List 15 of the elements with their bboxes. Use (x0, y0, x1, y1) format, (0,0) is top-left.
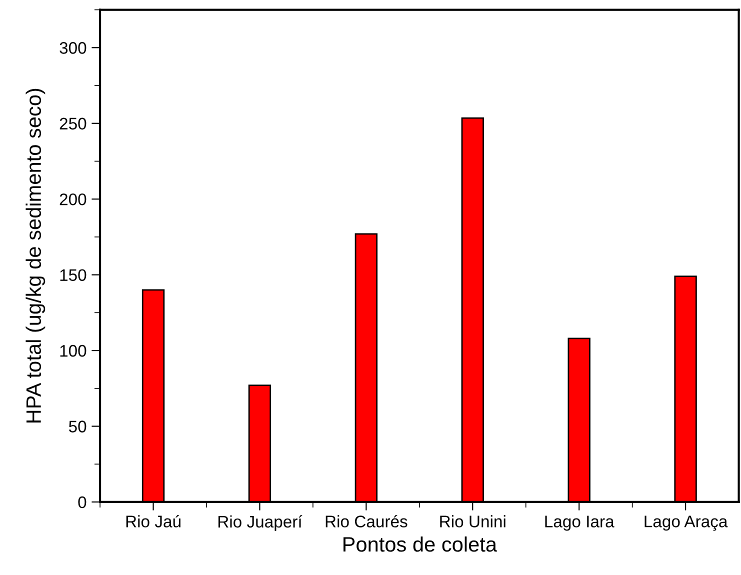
y-tick-label: 150 (60, 269, 86, 282)
y-tick-label: 0 (78, 496, 86, 508)
x-tick-label: Rio Unini (440, 515, 506, 528)
x-tick-label: Lago Iara (545, 516, 614, 531)
x-tick-label: Rio Caurés (326, 514, 408, 528)
y-tick-label: 300 (60, 42, 86, 54)
y-tick-label: 50 (68, 420, 86, 432)
x-tick-label: Rio Jaú (126, 514, 180, 528)
x-tick-label: Lago Araça (644, 516, 728, 531)
x-tick-label: Rio Juaperí (218, 515, 302, 531)
x-axis-title: Pontos de coleta (344, 536, 498, 552)
y-tick-label: 200 (60, 193, 86, 206)
y-axis-title: HPA total (ug/kg de sedimento seco) (26, 88, 46, 422)
y-tick-label: 250 (60, 118, 86, 130)
y-tick-label: 100 (60, 344, 86, 357)
